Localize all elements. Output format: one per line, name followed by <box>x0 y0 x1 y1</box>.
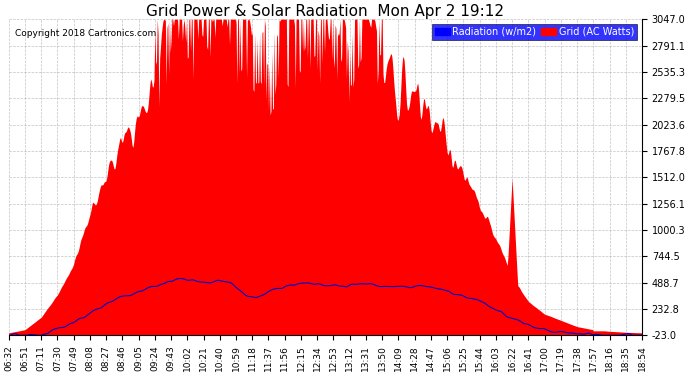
Text: Copyright 2018 Cartronics.com: Copyright 2018 Cartronics.com <box>15 28 156 38</box>
Title: Grid Power & Solar Radiation  Mon Apr 2 19:12: Grid Power & Solar Radiation Mon Apr 2 1… <box>146 4 504 19</box>
Legend: Radiation (w/m2), Grid (AC Watts): Radiation (w/m2), Grid (AC Watts) <box>432 24 637 40</box>
